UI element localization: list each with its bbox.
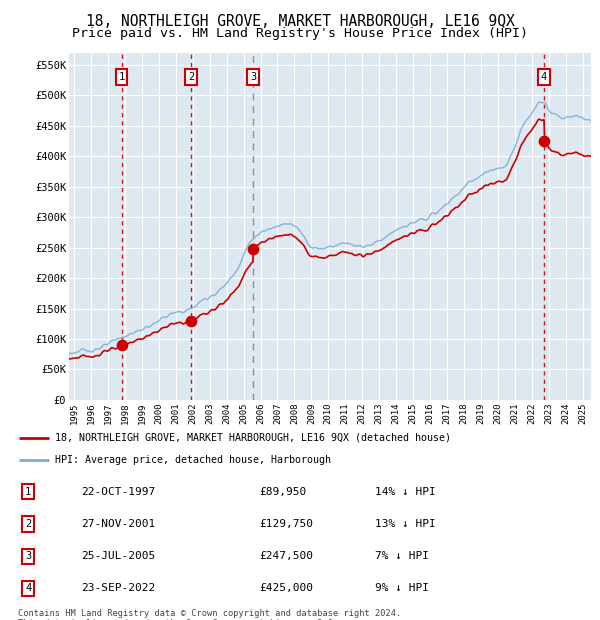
Text: 2: 2	[188, 72, 194, 82]
Text: 3: 3	[250, 72, 256, 82]
Point	[248, 244, 258, 254]
Text: HPI: Average price, detached house, Harborough: HPI: Average price, detached house, Harb…	[55, 455, 331, 465]
Text: 18, NORTHLEIGH GROVE, MARKET HARBOROUGH, LE16 9QX: 18, NORTHLEIGH GROVE, MARKET HARBOROUGH,…	[86, 14, 514, 29]
Text: 18, NORTHLEIGH GROVE, MARKET HARBOROUGH, LE16 9QX (detached house): 18, NORTHLEIGH GROVE, MARKET HARBOROUGH,…	[55, 433, 451, 443]
Text: 2: 2	[25, 519, 31, 529]
Text: 14% ↓ HPI: 14% ↓ HPI	[375, 487, 436, 497]
Text: 9% ↓ HPI: 9% ↓ HPI	[375, 583, 429, 593]
Text: 4: 4	[25, 583, 31, 593]
Text: 27-NOV-2001: 27-NOV-2001	[81, 519, 155, 529]
Text: Contains HM Land Registry data © Crown copyright and database right 2024.
This d: Contains HM Land Registry data © Crown c…	[18, 609, 401, 620]
Text: 23-SEP-2022: 23-SEP-2022	[81, 583, 155, 593]
Text: 4: 4	[541, 72, 547, 82]
Text: 1: 1	[119, 72, 125, 82]
Text: 7% ↓ HPI: 7% ↓ HPI	[375, 551, 429, 561]
Point	[539, 136, 549, 146]
Text: 25-JUL-2005: 25-JUL-2005	[81, 551, 155, 561]
Point	[187, 316, 196, 326]
Text: 22-OCT-1997: 22-OCT-1997	[81, 487, 155, 497]
Text: £247,500: £247,500	[260, 551, 314, 561]
Text: Price paid vs. HM Land Registry's House Price Index (HPI): Price paid vs. HM Land Registry's House …	[72, 27, 528, 40]
Text: £425,000: £425,000	[260, 583, 314, 593]
Text: £89,950: £89,950	[260, 487, 307, 497]
Text: £129,750: £129,750	[260, 519, 314, 529]
Text: 1: 1	[25, 487, 31, 497]
Point	[117, 340, 127, 350]
Text: 3: 3	[25, 551, 31, 561]
Text: 13% ↓ HPI: 13% ↓ HPI	[375, 519, 436, 529]
